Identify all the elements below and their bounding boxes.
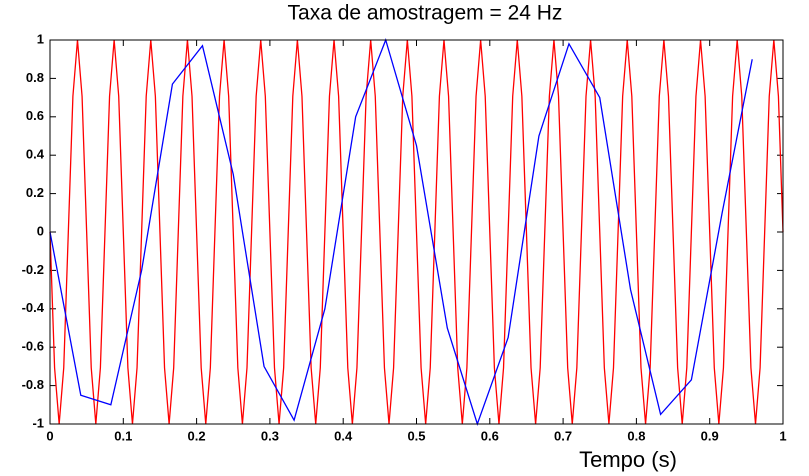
y-tick-label: -0.4	[22, 300, 45, 315]
y-tick-label: -0.2	[22, 262, 44, 277]
plot-frame	[49, 39, 784, 425]
x-tick-label: 0.9	[701, 428, 719, 443]
y-tick-label: 0	[37, 223, 44, 238]
y-tick-label: -0.6	[22, 339, 44, 354]
x-tick-label: 0.7	[554, 428, 572, 443]
y-tick-label: 0.6	[26, 108, 44, 123]
x-tick-label: 0	[46, 428, 53, 443]
x-tick-label: 0.1	[114, 428, 132, 443]
x-tick-label: 0.3	[261, 428, 279, 443]
y-tick-label: 0.4	[26, 147, 45, 162]
y-tick-label: -1	[32, 415, 44, 430]
x-tick-label: 0.8	[627, 428, 645, 443]
x-tick-label: 0.2	[188, 428, 206, 443]
line-series	[49, 39, 784, 425]
line-series	[49, 37, 753, 427]
x-tick-label: 0.6	[481, 428, 499, 443]
x-tick-label: 0.4	[334, 428, 353, 443]
chart-title: Taxa de amostragem = 24 Hz	[288, 2, 563, 25]
x-tick-label: 1	[779, 428, 786, 443]
y-tick-label: -0.8	[22, 377, 44, 392]
y-tick-label: 0.2	[26, 185, 44, 200]
x-axis-label: Tempo (s)	[579, 447, 677, 472]
y-tick-label: 0.8	[26, 70, 44, 85]
y-tick-label: 1	[37, 31, 44, 46]
x-tick-label: 0.5	[407, 428, 425, 443]
